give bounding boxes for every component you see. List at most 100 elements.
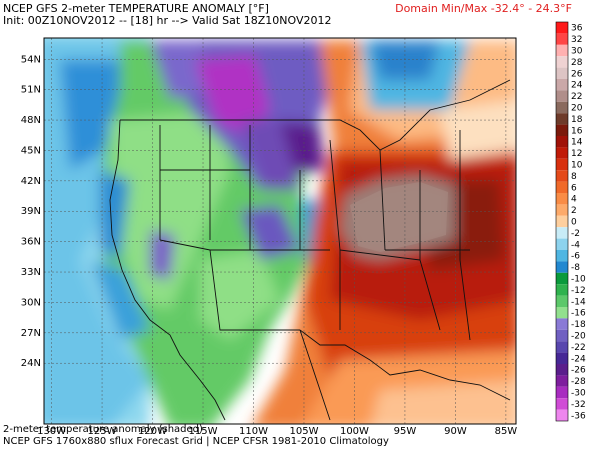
colorbar-label: 6 — [571, 183, 577, 193]
colorbar-label: 12 — [571, 149, 582, 159]
colorbar-swatch — [556, 204, 568, 216]
colorbar-swatch — [556, 44, 568, 57]
colorbar-label: 10 — [571, 161, 583, 171]
lon-label: 95W — [394, 426, 417, 437]
colorbar-swatch — [556, 124, 568, 136]
lat-label: 30N — [21, 297, 41, 308]
colorbar-label: -36 — [571, 411, 586, 421]
colorbar-swatch — [556, 33, 568, 45]
colorbar: 3632302826242220181614121086420-2-4-6-8-… — [555, 21, 586, 422]
footer-source: NCEP GFS 1760x880 sflux Forecast Grid | … — [3, 436, 389, 447]
colorbar-swatch — [556, 409, 568, 421]
colorbar-swatch — [556, 284, 568, 296]
domain-min-max: Domain Min/Max -32.4° - 24.3°F — [395, 2, 572, 15]
lat-label: 48N — [21, 115, 41, 126]
colorbar-swatch — [556, 22, 568, 34]
map-title: NCEP GFS 2-meter TEMPERATURE ANOMALY [°F… — [3, 2, 269, 15]
colorbar-swatch — [556, 113, 568, 125]
colorbar-label: 0 — [571, 218, 577, 228]
lat-label: 51N — [21, 85, 41, 96]
colorbar-swatch — [556, 250, 568, 262]
colorbar-swatch — [556, 56, 568, 68]
colorbar-label: -20 — [571, 332, 586, 342]
colorbar-label: -18 — [571, 320, 586, 330]
lat-label: 24N — [21, 358, 41, 369]
colorbar-label: -8 — [571, 263, 580, 273]
colorbar-label: 22 — [571, 92, 582, 102]
colorbar-label: -16 — [571, 309, 586, 319]
map-plot-area — [44, 38, 516, 424]
colorbar-label: -12 — [571, 286, 586, 296]
colorbar-label: -14 — [571, 297, 586, 307]
lat-label: 54N — [21, 54, 41, 65]
colorbar-swatch — [556, 386, 568, 399]
colorbar-swatch — [556, 272, 568, 285]
lon-label: 130W — [37, 426, 66, 437]
colorbar-swatch — [556, 193, 568, 205]
lon-label: 110W — [239, 426, 268, 437]
colorbar-label: 32 — [571, 35, 582, 45]
colorbar-swatch — [556, 375, 568, 387]
map-frame — [43, 37, 517, 425]
colorbar-label: 24 — [571, 81, 583, 91]
colorbar-swatch — [556, 261, 568, 273]
colorbar-label: -4 — [571, 240, 580, 250]
lon-label: 115W — [189, 426, 218, 437]
colorbar-swatch — [556, 398, 568, 410]
colorbar-label: -2 — [571, 229, 580, 239]
colorbar-label: 26 — [571, 69, 583, 79]
lon-label: 120W — [138, 426, 167, 437]
lon-label: 85W — [495, 426, 518, 437]
lat-label: 42N — [21, 176, 41, 187]
colorbar-label: 18 — [571, 115, 583, 125]
colorbar-swatch — [556, 79, 568, 91]
colorbar-label: 8 — [571, 172, 577, 182]
coastline-borders — [109, 79, 511, 421]
lat-label: 39N — [21, 206, 41, 217]
lon-label: 90W — [444, 426, 467, 437]
lat-label: 33N — [21, 267, 41, 278]
colorbar-label: -10 — [571, 275, 586, 285]
lon-label: 100W — [340, 426, 369, 437]
lat-label: 36N — [21, 237, 41, 248]
colorbar-swatch — [556, 101, 568, 114]
colorbar-label: 2 — [571, 206, 577, 216]
colorbar-swatch — [556, 329, 568, 342]
init-valid-time: Init: 00Z10NOV2012 -- [18] hr --> Valid … — [3, 14, 332, 27]
colorbar-swatch — [556, 364, 568, 376]
lon-label: 125W — [88, 426, 117, 437]
colorbar-swatch — [556, 307, 568, 319]
colorbar-swatch — [556, 67, 568, 79]
lat-label: 27N — [21, 328, 41, 339]
colorbar-swatch — [556, 238, 568, 250]
lat-label: 45N — [21, 145, 41, 156]
longitude-labels: 130W 125W 120W 115W 110W 105W 100W 95W 90W 85W — [37, 426, 517, 437]
colorbar-label: 16 — [571, 126, 583, 136]
colorbar-swatch — [556, 215, 568, 228]
colorbar-label: 14 — [571, 138, 583, 148]
colorbar-label: 30 — [571, 47, 583, 57]
colorbar-label: -30 — [571, 389, 586, 399]
colorbar-label: -28 — [571, 377, 586, 387]
colorbar-label: -22 — [571, 343, 586, 353]
colorbar-label: -32 — [571, 400, 586, 410]
colorbar-swatch — [556, 318, 568, 330]
colorbar-label: -26 — [571, 366, 586, 376]
colorbar-swatch — [556, 181, 568, 193]
colorbar-swatch — [556, 352, 568, 364]
colorbar-label: 36 — [571, 24, 583, 34]
colorbar-swatch — [556, 295, 568, 307]
colorbar-swatch — [556, 147, 568, 159]
colorbar-label: -6 — [571, 252, 580, 262]
footer-caption: 2-meter temperature anomaly (shaded) — [3, 424, 203, 435]
colorbar-swatch — [556, 158, 568, 171]
colorbar-label: 20 — [571, 104, 583, 114]
colorbar-swatch — [556, 227, 568, 239]
colorbar-swatch — [556, 90, 568, 102]
colorbar-label: -24 — [571, 354, 586, 364]
latitude-labels: 54N 51N 48N 45N 42N 39N 36N 33N 30N 27N 24N — [21, 54, 41, 369]
colorbar-swatch — [556, 341, 568, 353]
colorbar-label: 4 — [571, 195, 577, 205]
colorbar-swatch — [556, 170, 568, 182]
